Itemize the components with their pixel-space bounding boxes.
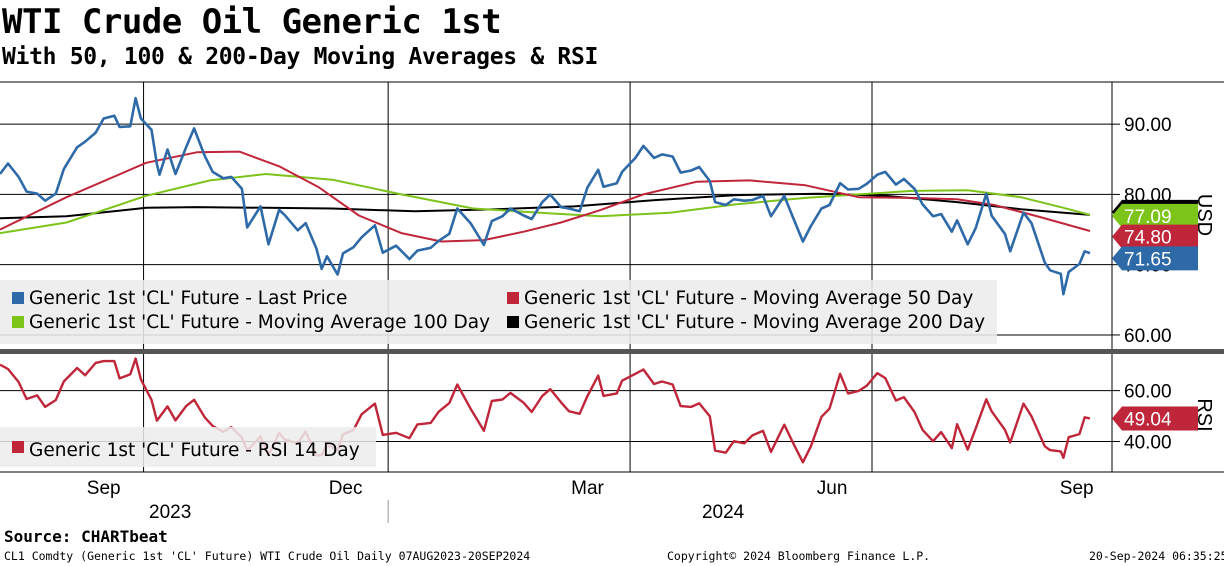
legend-swatch — [507, 292, 519, 304]
legend-label: Generic 1st 'CL' Future - Moving Average… — [524, 288, 973, 309]
footer-copyright: Copyright© 2024 Bloomberg Finance L.P. — [667, 549, 931, 563]
last-value-tag: 71.65 — [1112, 246, 1198, 271]
x-tick-label: Mar — [571, 478, 604, 499]
y-tick-label: 60.00 — [1124, 382, 1172, 403]
last-value-tag: 74.80 — [1112, 224, 1198, 249]
chart-subtitle: With 50, 100 & 200-Day Moving Averages &… — [2, 44, 599, 70]
legend-swatch — [12, 292, 24, 304]
x-tick-label: Sep — [1060, 478, 1094, 499]
x-year-label: 2023 — [149, 502, 191, 523]
x-tick-label: Jun — [817, 478, 848, 499]
y-tick-label: 90.00 — [1124, 115, 1172, 136]
price-legend-box — [0, 280, 997, 344]
x-tick-label: Sep — [87, 478, 121, 499]
last-value-label: 77.09 — [1124, 207, 1172, 228]
series-line-ma100 — [0, 173, 1091, 235]
last-value-tag-bg — [1112, 246, 1198, 271]
legend-swatch — [12, 316, 24, 328]
y-tick-label: 60.00 — [1124, 326, 1172, 347]
last-value-tag-bg — [1112, 203, 1198, 228]
series-line-price — [0, 96, 1091, 296]
source-label: Source: CHARTbeat — [4, 527, 168, 546]
footer-timestamp: 20-Sep-2024 06:35:25 — [1089, 549, 1224, 563]
last-value-label: 74.80 — [1124, 228, 1172, 249]
legend-label: Generic 1st 'CL' Future - Moving Average… — [524, 312, 985, 333]
x-tick-label: Dec — [329, 478, 363, 499]
footer-ticker: CL1 Comdty (Generic 1st 'CL' Future) WTI… — [4, 549, 531, 563]
legend-label: Generic 1st 'CL' Future - RSI 14 Day — [29, 440, 360, 461]
legend-swatch — [507, 316, 519, 328]
x-year-label: 2024 — [702, 502, 745, 523]
legend-label: Generic 1st 'CL' Future - Last Price — [29, 288, 347, 309]
last-value-tag-bg — [1112, 224, 1198, 249]
last-value-label: 71.65 — [1124, 249, 1172, 270]
y-axis-label: USD — [1193, 194, 1215, 236]
last-value-label: 49.04 — [1124, 409, 1172, 430]
panel-divider — [0, 349, 1224, 354]
last-value-tag: 49.04 — [1112, 406, 1198, 431]
series-line-rsi — [0, 357, 1091, 464]
legend-label: Generic 1st 'CL' Future - Moving Average… — [29, 312, 490, 333]
chart-canvas: 90.0080.0070.0060.0060.0040.00USDRSISepD… — [0, 81, 1224, 523]
last-value-tag-bg — [1112, 406, 1198, 431]
last-value-tag: 77.09 — [1112, 203, 1198, 228]
y-axis-label: RSI — [1193, 398, 1215, 431]
legend-swatch — [12, 441, 24, 453]
chart-title: WTI Crude Oil Generic 1st — [2, 2, 502, 42]
y-tick-label: 40.00 — [1124, 432, 1172, 453]
rsi-legend-box — [0, 427, 376, 467]
